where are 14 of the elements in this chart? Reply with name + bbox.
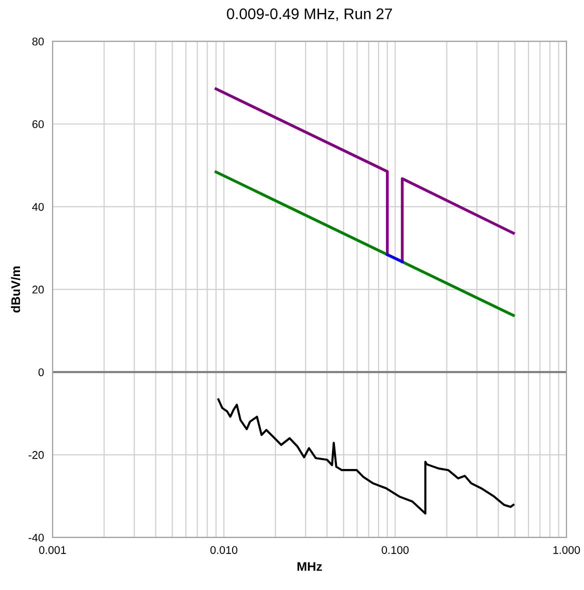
y-tick-label: 80: [32, 38, 44, 46]
y-tick-label: 20: [32, 286, 44, 294]
chart-title: 0.009-0.49 MHz, Run 27: [226, 8, 392, 22]
y-tick-label: 40: [32, 202, 44, 211]
x-axis-title: MHz: [298, 562, 322, 571]
y-tick-label: -20: [28, 451, 44, 459]
y-tick-label: 0: [38, 368, 44, 376]
x-tick-label: 0.100: [382, 546, 409, 554]
y-tick-label: 60: [32, 120, 44, 128]
y-axis-title: dBuV/m: [10, 266, 20, 312]
x-tick-label: 0.001: [39, 546, 66, 554]
y-tick-label: -40: [28, 534, 44, 542]
x-tick-label: 0.010: [210, 546, 238, 554]
x-tick-label: 1.000: [553, 546, 580, 554]
